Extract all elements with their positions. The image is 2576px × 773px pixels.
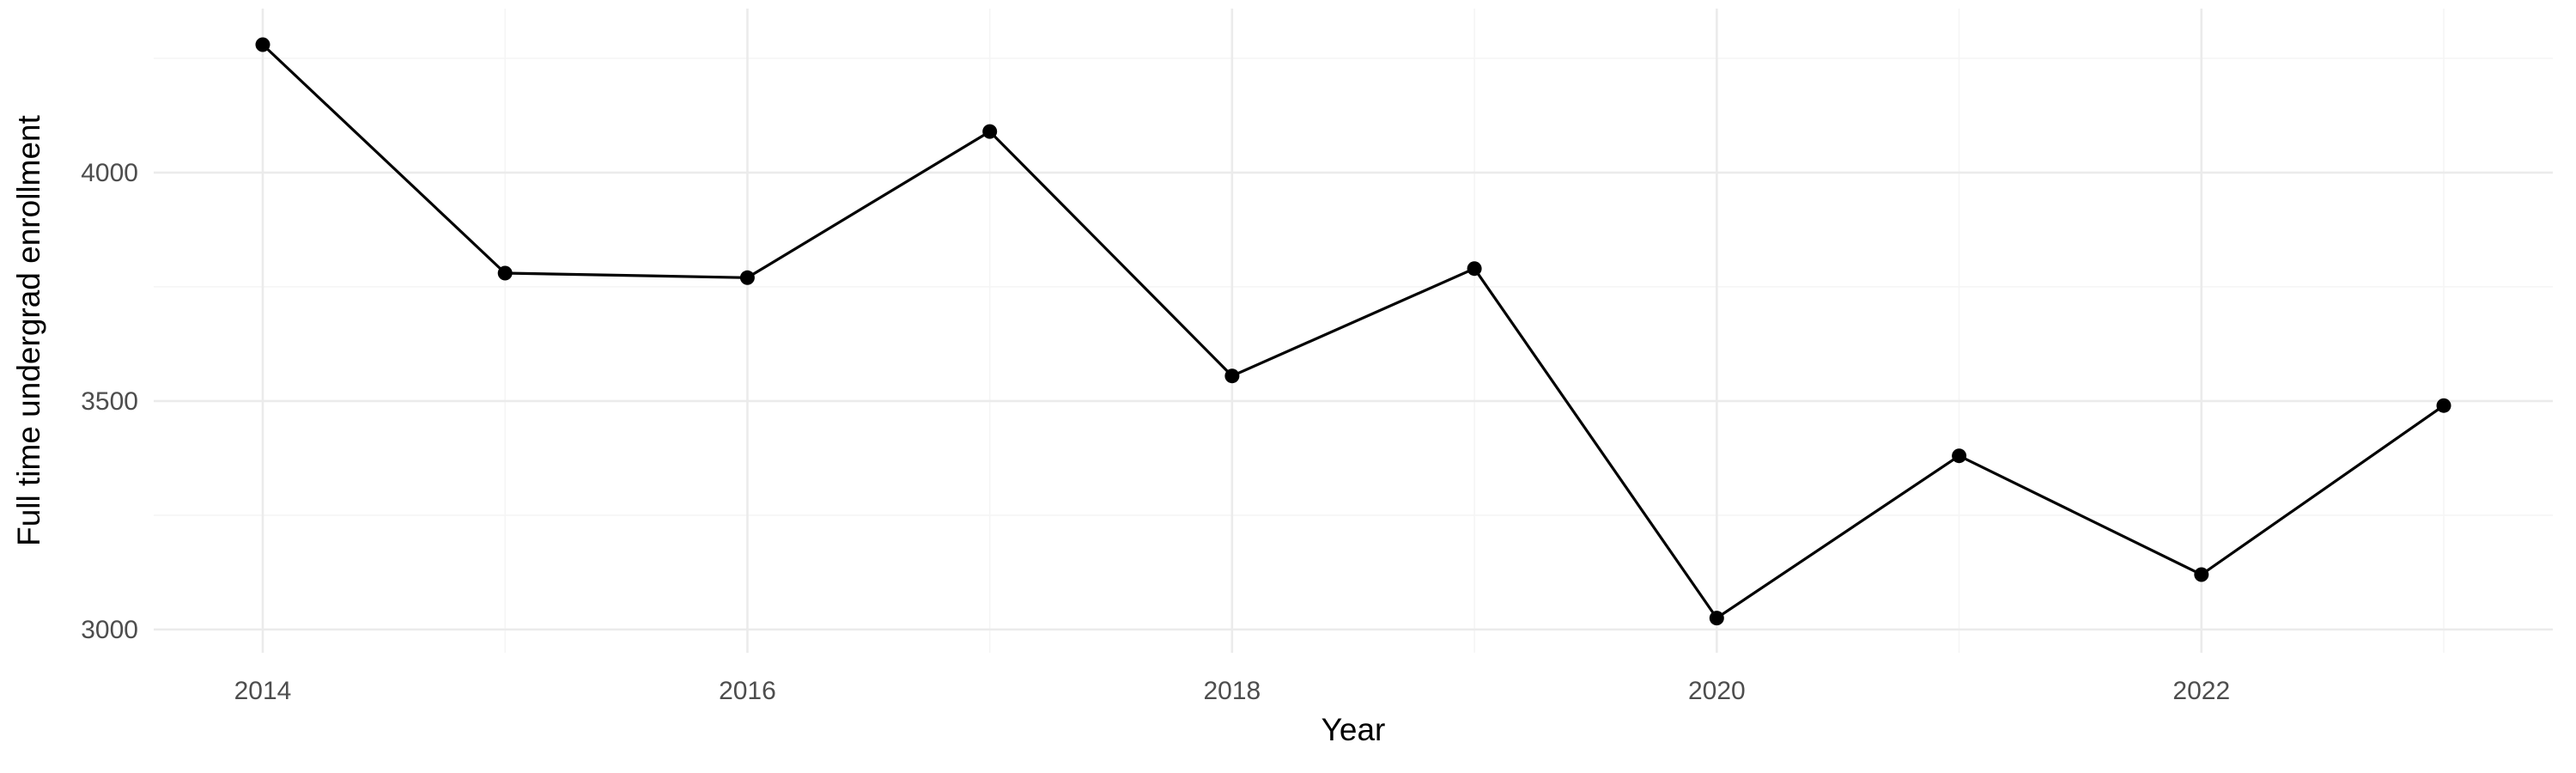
data-point	[255, 37, 270, 52]
enrollment-line	[261, 43, 2445, 620]
data-point	[1467, 261, 1482, 277]
x-tick-label: 2022	[2172, 677, 2230, 705]
y-tick-label: 3000	[81, 616, 138, 644]
data-point	[982, 124, 998, 139]
data-point	[2436, 398, 2451, 413]
y-tick-label: 3500	[81, 387, 138, 416]
x-tick-label: 2020	[1688, 677, 1746, 705]
x-tick-label: 2014	[234, 677, 292, 705]
data-point	[2194, 567, 2209, 582]
data-point	[1952, 448, 1967, 464]
y-axis-title: Full time undergrad enrollment	[11, 114, 46, 546]
axis-tick-labels: 3000 3500 4000 2014 2016 2018 2020 2022	[81, 159, 2230, 705]
data-point	[1709, 611, 1724, 626]
data-point	[739, 270, 755, 285]
x-tick-label: 2018	[1204, 677, 1261, 705]
data-point	[1224, 368, 1240, 384]
x-tick-label: 2016	[719, 677, 776, 705]
line-series	[255, 37, 2451, 626]
data-point	[497, 265, 513, 281]
x-axis-title: Year	[1321, 712, 1386, 747]
gridlines	[154, 9, 2553, 653]
y-tick-label: 4000	[81, 159, 138, 187]
